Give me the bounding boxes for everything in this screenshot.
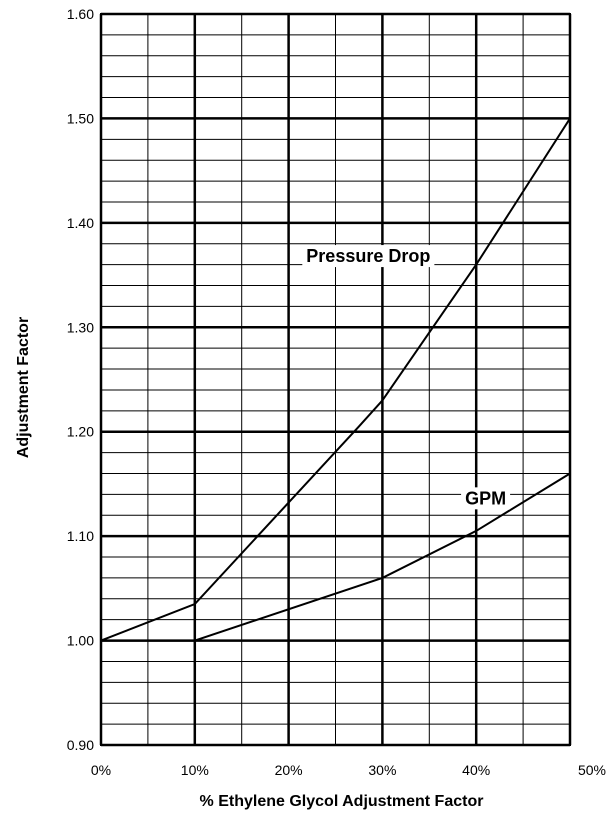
y-tick-label: 1.30 [67, 319, 94, 335]
series-line-pressure-drop [100, 117, 571, 642]
series-lines [100, 117, 571, 642]
series-label-pressure-drop: Pressure Drop [306, 246, 430, 266]
y-tick-label: 1.00 [67, 633, 94, 649]
x-tick-label: 0% [91, 762, 111, 778]
y-tick-label: 1.40 [67, 215, 94, 231]
y-tick-label: 1.50 [67, 110, 94, 126]
series-label-gpm: GPM [465, 488, 506, 508]
x-axis-title: % Ethylene Glycol Adjustment Factor [200, 793, 484, 810]
x-tick-label: 50% [578, 762, 606, 778]
x-tick-labels: 0% 10% 20% 30% 40% 50% [91, 762, 606, 778]
x-tick-label: 40% [462, 762, 490, 778]
minor-gridlines [100, 13, 571, 746]
series-line-gpm [101, 472, 571, 642]
series-label-background [461, 487, 511, 510]
y-tick-label: 1.20 [67, 424, 94, 440]
x-tick-label: 20% [275, 762, 303, 778]
x-tick-label: 30% [368, 762, 396, 778]
y-axis-title: Adjustment Factor [15, 317, 32, 458]
y-tick-labels: 0.90 1.00 1.10 1.20 1.30 1.40 1.50 1.60 [67, 6, 94, 753]
y-tick-label: 1.10 [67, 528, 94, 544]
series-label-background [302, 245, 435, 268]
plot-frame [100, 13, 571, 746]
y-tick-label: 1.60 [67, 6, 94, 22]
x-tick-label: 10% [181, 762, 209, 778]
series-labels: Pressure Drop GPM [302, 245, 511, 510]
y-tick-label: 0.90 [67, 737, 94, 753]
